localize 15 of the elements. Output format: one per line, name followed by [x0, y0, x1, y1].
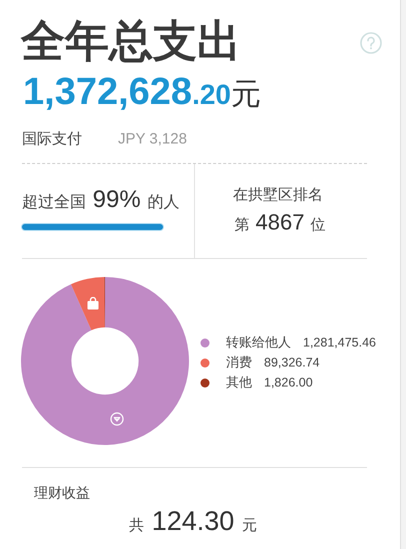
text: 国际支付 [22, 130, 82, 150]
text: 第 4867 位 [234, 209, 326, 234]
text: 共 124.30 元 [129, 506, 257, 536]
legend-label: 其他 [226, 374, 252, 390]
data-label: 89,326.74 [264, 355, 320, 370]
text: JPY 3,128 [118, 130, 187, 150]
legend-label: 消费 [226, 354, 252, 370]
text: 理财收益 [34, 484, 90, 502]
data-label: 1,826.00 [264, 375, 313, 390]
text: 超过全国 99% 的人 [22, 186, 180, 213]
chart-subtitle: 1,372,628.20元 [23, 71, 261, 113]
data-label: 1,281,475.46 [303, 335, 376, 350]
chart-title: 全年总支出 [21, 16, 241, 68]
text: 在拱墅区排名 [233, 186, 323, 206]
legend-label: 转账给他人 [226, 334, 291, 350]
